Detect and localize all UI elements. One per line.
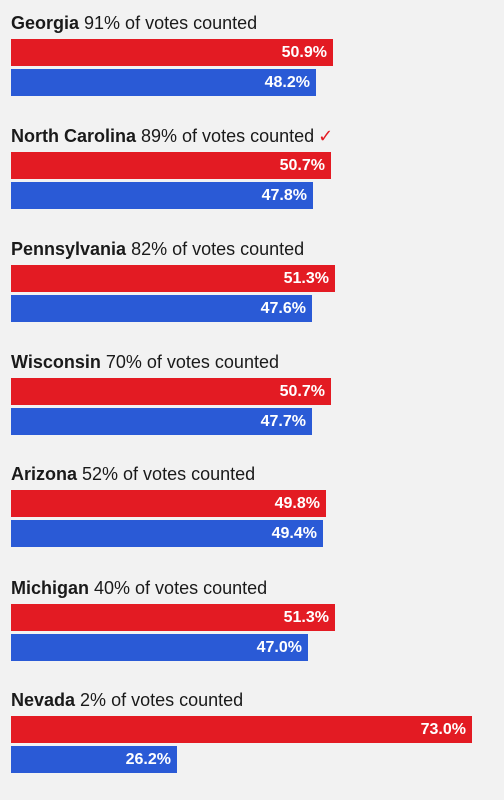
- state-block-michigan: Michigan 40% of votes counted 51.3% 47.0%: [11, 577, 491, 661]
- votes-counted-label: 52% of votes counted: [77, 464, 256, 484]
- democrat-bar: 49.4%: [11, 520, 323, 547]
- democrat-bar: 47.7%: [11, 408, 312, 435]
- state-name: North Carolina: [11, 126, 137, 146]
- votes-counted-label: 82% of votes counted: [126, 239, 305, 259]
- state-title: Nevada 2% of votes counted: [11, 689, 491, 711]
- state-block-north-carolina: North Carolina 89% of votes counted ✓ 50.7…: [11, 125, 491, 209]
- democrat-bar: 26.2%: [11, 746, 177, 773]
- democrat-bar: 47.0%: [11, 634, 308, 661]
- democrat-bar: 47.8%: [11, 182, 313, 209]
- state-name: Georgia: [11, 13, 80, 33]
- state-block-wisconsin: Wisconsin 70% of votes counted 50.7% 47.7%: [11, 351, 491, 435]
- republican-bar: 50.9%: [11, 39, 333, 66]
- state-title: Georgia 91% of votes counted: [11, 12, 491, 34]
- state-block-arizona: Arizona 52% of votes counted 49.8% 49.4%: [11, 463, 491, 547]
- state-name: Michigan: [11, 578, 90, 598]
- votes-counted-label: 2% of votes counted: [75, 690, 244, 710]
- republican-bar: 49.8%: [11, 490, 326, 517]
- state-title: Pennsylvania 82% of votes counted: [11, 238, 491, 260]
- republican-bar: 51.3%: [11, 604, 335, 631]
- called-check-icon: ✓: [318, 126, 334, 146]
- state-title: Arizona 52% of votes counted: [11, 463, 491, 485]
- republican-bar: 51.3%: [11, 265, 335, 292]
- state-block-georgia: Georgia 91% of votes counted 50.9% 48.2%: [11, 12, 491, 96]
- state-name: Pennsylvania: [11, 239, 127, 259]
- democrat-bar: 48.2%: [11, 69, 316, 96]
- state-name: Nevada: [11, 690, 76, 710]
- state-name: Wisconsin: [11, 352, 101, 372]
- state-title: North Carolina 89% of votes counted ✓: [11, 125, 491, 147]
- state-block-nevada: Nevada 2% of votes counted 73.0% 26.2%: [11, 689, 491, 773]
- votes-counted-label: 70% of votes counted: [100, 352, 279, 372]
- votes-counted-label: 91% of votes counted: [79, 13, 258, 33]
- democrat-bar: 47.6%: [11, 295, 312, 322]
- votes-counted-label: 89% of votes counted: [136, 126, 315, 146]
- state-block-pennsylvania: Pennsylvania 82% of votes counted 51.3% 47…: [11, 238, 491, 322]
- state-title: Wisconsin 70% of votes counted: [11, 351, 491, 373]
- republican-bar: 50.7%: [11, 378, 331, 405]
- votes-counted-label: 40% of votes counted: [89, 578, 268, 598]
- state-title: Michigan 40% of votes counted: [11, 577, 491, 599]
- state-name: Arizona: [11, 464, 78, 484]
- republican-bar: 73.0%: [11, 716, 472, 743]
- republican-bar: 50.7%: [11, 152, 331, 179]
